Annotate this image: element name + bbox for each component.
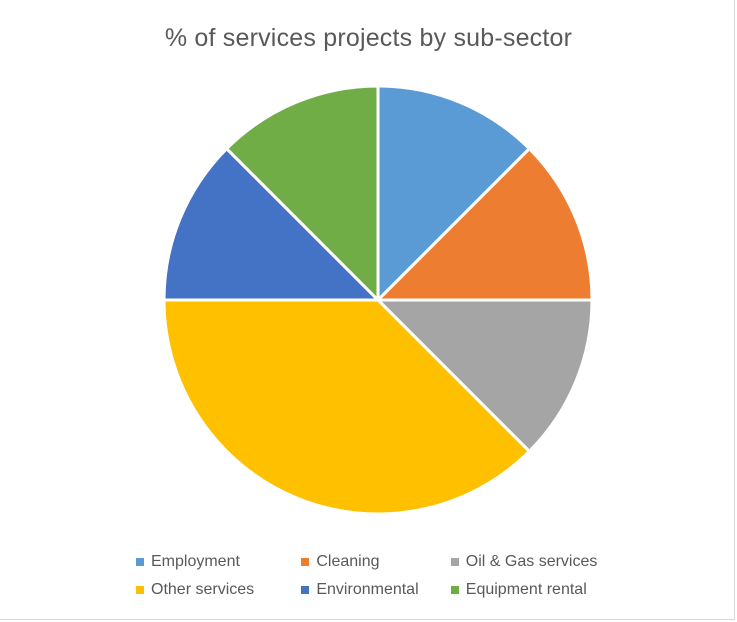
pie-slice-oil-gas-services <box>376 298 594 453</box>
legend-swatch-other-services <box>136 586 144 594</box>
legend-swatch-environmental <box>301 586 310 594</box>
pie-slice-employment <box>376 84 531 302</box>
legend-item-employment: Employment <box>110 553 301 571</box>
legend-row: Other services Environmental Equipment r… <box>110 576 650 604</box>
legend-label-environmental: Environmental <box>316 581 419 598</box>
pie-slice-environmental <box>162 147 380 302</box>
pie-slice-equipment-rental <box>225 84 380 302</box>
legend-item-oil-gas-services: Oil & Gas services <box>450 553 650 571</box>
legend-item-environmental: Environmental <box>301 581 450 599</box>
legend-label-employment: Employment <box>151 553 240 570</box>
legend-item-cleaning: Cleaning <box>301 553 450 571</box>
legend-label-equipment-rental: Equipment rental <box>465 581 587 598</box>
legend-label-other-services: Other services <box>151 581 255 598</box>
pie-slice-other-services <box>162 298 531 516</box>
legend-swatch-equipment-rental <box>450 586 459 594</box>
pie-slice-cleaning <box>376 147 594 302</box>
legend-swatch-cleaning <box>301 558 310 566</box>
legend-row: Employment Cleaning Oil & Gas services <box>110 548 650 576</box>
legend-swatch-oil-gas-services <box>450 558 459 566</box>
legend-swatch-employment <box>136 558 144 566</box>
legend-item-equipment-rental: Equipment rental <box>450 581 650 599</box>
chart-title: % of services projects by sub-sector <box>164 24 573 52</box>
legend-item-other-services: Other services <box>110 581 301 599</box>
legend-label-cleaning: Cleaning <box>316 553 380 570</box>
legend-label-oil-gas-services: Oil & Gas services <box>465 553 598 570</box>
legend: Employment Cleaning Oil & Gas services O… <box>110 548 650 604</box>
